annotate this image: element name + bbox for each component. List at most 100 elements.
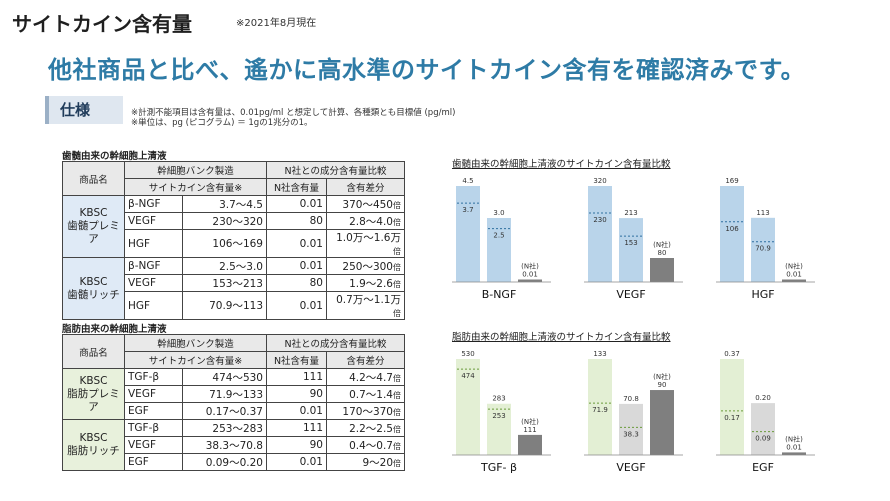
category-label: TGF- β <box>480 461 517 474</box>
chart-bar <box>751 403 775 455</box>
range-min-label: 70.9 <box>755 245 771 253</box>
n-content: 90 <box>266 436 327 454</box>
difference: 370～450倍 <box>326 195 405 213</box>
category-label: VEGF <box>616 288 645 301</box>
headline: 他社商品と比べ、遙かに高水準のサイトカイン含有を確認済みです。 <box>48 56 806 84</box>
table-row: VEGF 153～213 80 1.9～2.6倍 <box>63 274 405 292</box>
competitor-label: (N社) <box>653 372 671 381</box>
header-stem-cell-bank: 幹細胞バンク製造 <box>124 334 267 352</box>
growth-factor: VEGF <box>124 436 183 454</box>
header-n-content: N社含有量 <box>266 178 327 196</box>
chart-bar <box>650 390 674 455</box>
content-range: 253～283 <box>182 419 267 437</box>
table-row: HGF 106～169 0.01 1.0万～1.6万倍 <box>63 229 405 258</box>
dental-spec-table: 商品名 幹細胞バンク製造 N社との成分含有量比較 サイトカイン含有量※ N社含有… <box>62 161 405 320</box>
content-range: 474～530 <box>182 368 267 386</box>
spec-label-box <box>45 96 123 124</box>
growth-factor: EGF <box>124 453 183 471</box>
content-range: 70.9～113 <box>182 291 267 320</box>
table-row: VEGF 38.3～70.8 90 0.4～0.7倍 <box>63 436 405 454</box>
page-title: サイトカイン含有量 <box>12 12 192 36</box>
difference: 4.2～4.7倍 <box>326 368 405 386</box>
header-difference: 含有差分 <box>326 351 405 369</box>
n-content: 80 <box>266 274 327 292</box>
chart-bar <box>782 452 806 455</box>
bar-value-label: 0.01 <box>522 271 538 279</box>
table-row: VEGF 230～320 80 2.8～4.0倍 <box>63 212 405 230</box>
chart-bar <box>487 403 511 455</box>
bar-value-label: 70.8 <box>623 395 639 403</box>
adipose-spec-table: 商品名 幹細胞バンク製造 N社との成分含有量比較 サイトカイン含有量※ N社含有… <box>62 334 405 471</box>
table-row: KBSC 歯髄リッチ β-NGF 2.5～3.0 0.01 250～300倍 <box>62 257 405 320</box>
growth-factor: VEGF <box>124 385 183 403</box>
dental-chart-title: 歯髄由来の幹細胞上清液のサイトカイン含有量比較 <box>452 159 671 170</box>
growth-factor: β-NGF <box>124 257 183 275</box>
header-comparison: N社との成分含有量比較 <box>266 161 405 179</box>
difference: 9～20倍 <box>326 453 405 471</box>
range-min-label: 230 <box>593 216 606 224</box>
content-range: 71.9～133 <box>182 385 267 403</box>
spec-note-2: ※単位は、pg (ピコグラム) ＝ 1gの1兆分の1。 <box>131 118 313 128</box>
product-name-cell: KBSC 歯髄リッチ <box>62 257 125 320</box>
date-note: ※2021年8月現在 <box>236 18 317 29</box>
bar-value-label: 113 <box>756 209 769 217</box>
difference: 2.2～2.5倍 <box>326 419 405 437</box>
bar-value-label: 0.01 <box>786 271 802 279</box>
range-min-label: 71.9 <box>592 406 608 414</box>
n-content: 111 <box>266 368 327 386</box>
n-content: 0.01 <box>266 257 327 275</box>
header-product-name: 商品名 <box>62 334 125 369</box>
growth-factor: β-NGF <box>124 195 183 213</box>
bar-value-label: 0.37 <box>724 350 740 358</box>
n-content: 0.01 <box>266 453 327 471</box>
table-row: KBSC 歯髄プレミア β-NGF 3.7～4.5 0.01 370～450倍 <box>62 195 405 258</box>
n-content: 0.01 <box>266 195 327 213</box>
chart-bar <box>751 217 775 282</box>
table-header-row: 商品名 幹細胞バンク製造 N社との成分含有量比較 <box>62 161 405 196</box>
range-min-label: 474 <box>461 372 475 380</box>
chart-bar <box>782 279 806 282</box>
bar-value-label: 169 <box>725 177 738 185</box>
n-content: 0.01 <box>266 229 327 258</box>
n-content: 111 <box>266 419 327 437</box>
bar-value-label: 111 <box>523 426 536 434</box>
range-min-label: 0.17 <box>724 414 740 422</box>
table-subheader-row: サイトカイン含有量※ N社含有量 含有差分 <box>63 178 405 196</box>
growth-factor: TGF-β <box>124 368 183 386</box>
range-min-label: 0.09 <box>755 435 771 443</box>
difference: 0.7～1.4倍 <box>326 385 405 403</box>
spec-notes: ※計測不能項目は含有量は、0.01pg/ml と想定して計算、各種類とも目標値 … <box>131 108 455 128</box>
chart-bar <box>720 359 744 455</box>
competitor-label: (N社) <box>785 434 803 443</box>
bar-value-label: 283 <box>492 395 505 403</box>
bar-value-label: 320 <box>593 177 606 185</box>
bar-value-label: 0.20 <box>755 394 771 402</box>
spec-note-1: ※計測不能項目は含有量は、0.01pg/ml と想定して計算、各種類とも目標値 … <box>131 108 456 118</box>
difference: 0.4～0.7倍 <box>326 436 405 454</box>
n-content: 80 <box>266 212 327 230</box>
bar-value-label: 90 <box>658 381 667 389</box>
content-range: 2.5～3.0 <box>182 257 267 275</box>
content-range: 3.7～4.5 <box>182 195 267 213</box>
table-row: KBSC 脂肪プレミア TGF-β 474～530 111 4.2～4.7倍 <box>62 368 405 420</box>
header-n-content: N社含有量 <box>266 351 327 369</box>
competitor-label: (N社) <box>521 262 539 271</box>
table-row: EGF 0.17～0.37 0.01 170～370倍 <box>63 402 405 420</box>
competitor-label: (N社) <box>653 240 671 249</box>
header-stem-cell-bank: 幹細胞バンク製造 <box>124 161 267 179</box>
chart-bar <box>518 279 542 282</box>
category-label: HGF <box>751 288 774 301</box>
bar-value-label: 0.01 <box>786 443 802 451</box>
spec-label: 仕様 <box>60 101 91 119</box>
table-row: VEGF 71.9～133 90 0.7～1.4倍 <box>63 385 405 403</box>
content-range: 38.3～70.8 <box>182 436 267 454</box>
header-cytokine-content: サイトカイン含有量※ <box>124 351 267 369</box>
growth-factor: EGF <box>124 402 183 420</box>
table-row: HGF 70.9～113 0.01 0.7万～1.1万倍 <box>63 291 405 320</box>
chart-bar <box>650 258 674 282</box>
adipose-table-title: 脂肪由来の幹細胞上清液 <box>62 324 167 335</box>
growth-factor: HGF <box>124 291 183 320</box>
product-name-cell: KBSC 歯髄プレミア <box>62 195 125 258</box>
chart-bar <box>588 359 612 455</box>
difference: 170～370倍 <box>326 402 405 420</box>
